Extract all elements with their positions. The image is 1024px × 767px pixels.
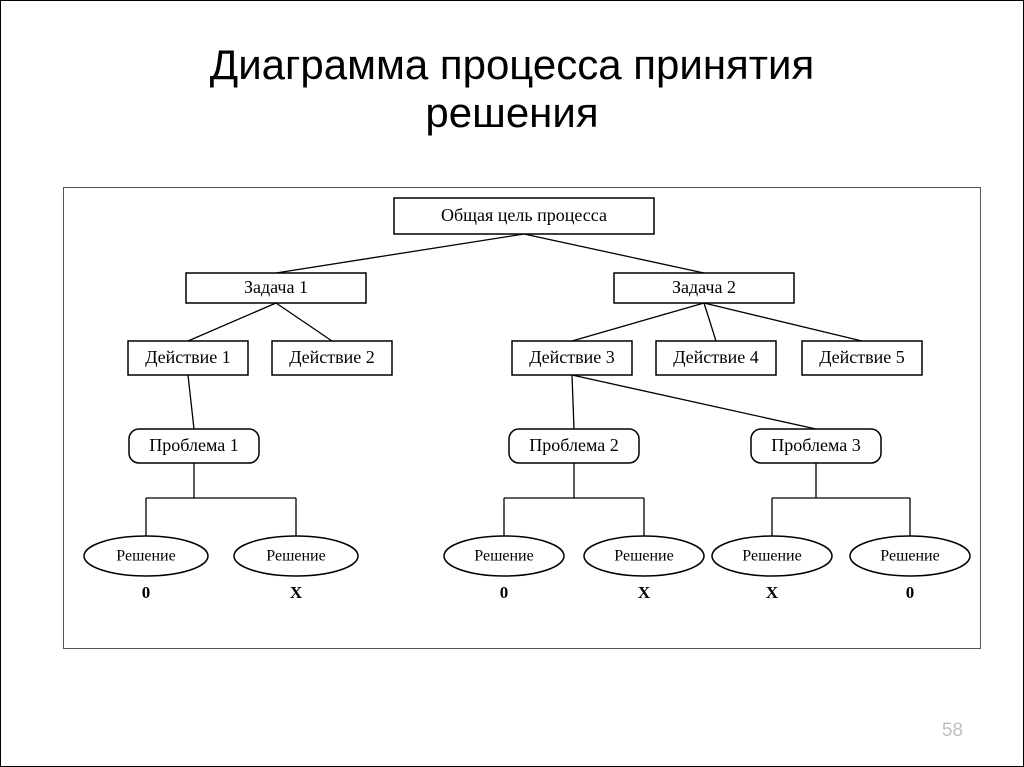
svg-text:Общая цель процесса: Общая цель процесса xyxy=(441,205,607,225)
svg-text:Проблема 1: Проблема 1 xyxy=(149,435,238,455)
page-title: Диаграмма процесса принятия решения xyxy=(1,1,1023,138)
tree-diagram: Общая цель процесса Задача 1 Задача 2 Дейст… xyxy=(64,188,982,650)
diagram-canvas: Общая цель процесса Задача 1 Задача 2 Дейст… xyxy=(63,187,981,649)
svg-text:Действие 5: Действие 5 xyxy=(819,347,905,367)
svg-text:Действие 1: Действие 1 xyxy=(145,347,231,367)
outcome-2: 0 xyxy=(500,583,509,602)
svg-text:Проблема 3: Проблема 3 xyxy=(771,435,860,455)
svg-text:Решение: Решение xyxy=(474,548,533,565)
svg-text:Действие 3: Действие 3 xyxy=(529,347,615,367)
svg-text:Действие 4: Действие 4 xyxy=(673,347,759,367)
title-line-2: решения xyxy=(425,89,598,136)
svg-text:Проблема 2: Проблема 2 xyxy=(529,435,618,455)
page-number: 58 xyxy=(942,720,963,742)
outcome-1: X xyxy=(290,583,303,602)
svg-text:Задача 1: Задача 1 xyxy=(244,277,308,297)
svg-text:Решение: Решение xyxy=(880,548,939,565)
outcome-3: X xyxy=(638,583,651,602)
svg-text:Решение: Решение xyxy=(614,548,673,565)
title-line-1: Диаграмма процесса принятия xyxy=(210,41,814,88)
outcome-4: X xyxy=(766,583,779,602)
outcome-0: 0 xyxy=(142,583,151,602)
svg-text:Решение: Решение xyxy=(266,548,325,565)
svg-text:Решение: Решение xyxy=(742,548,801,565)
svg-text:Решение: Решение xyxy=(116,548,175,565)
outcome-5: 0 xyxy=(906,583,915,602)
svg-text:Действие 2: Действие 2 xyxy=(289,347,375,367)
svg-text:Задача 2: Задача 2 xyxy=(672,277,736,297)
